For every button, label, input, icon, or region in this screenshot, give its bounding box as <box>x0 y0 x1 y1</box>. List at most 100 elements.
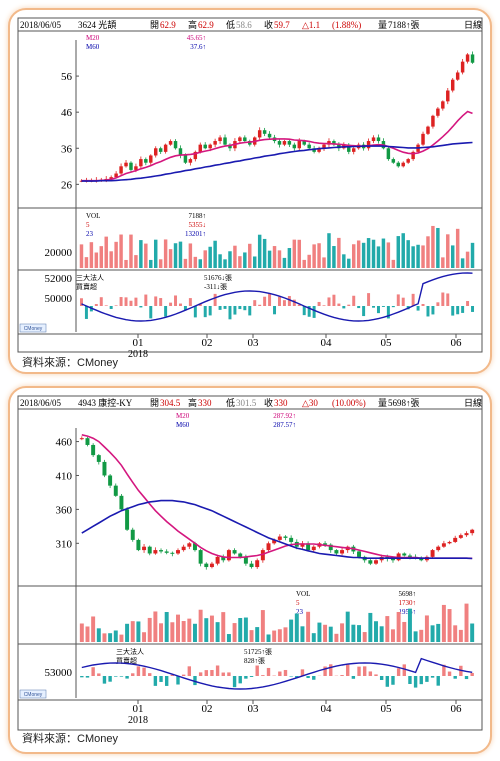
candle-body <box>170 552 175 554</box>
candle-body <box>283 536 288 538</box>
candle-body <box>176 550 180 554</box>
inst-bar <box>376 306 380 314</box>
candle-body <box>455 72 460 80</box>
inst-bar <box>413 676 418 688</box>
vol-legend-name: 23 <box>296 608 304 616</box>
header-volume: 5698↑張 <box>388 398 420 408</box>
inst-bar <box>84 306 88 319</box>
candle-body <box>266 543 271 551</box>
inst-bar <box>300 669 305 676</box>
header-close: 59.7 <box>274 20 290 30</box>
inst-bar <box>323 666 327 676</box>
volume-bar <box>187 618 192 642</box>
volume-bar <box>431 225 435 268</box>
volume-bar <box>85 626 90 642</box>
volume-bar <box>243 252 247 268</box>
candle-body <box>223 137 227 145</box>
inst-bar <box>142 667 146 676</box>
inst-bar <box>187 666 192 676</box>
candle-body <box>306 543 311 551</box>
volume-bar <box>322 257 326 268</box>
inst-bar <box>223 306 227 309</box>
volume-bar <box>402 621 407 642</box>
inst-bar <box>436 302 440 306</box>
candle-body <box>96 455 101 462</box>
volume-bar <box>125 623 130 642</box>
volume-bar <box>390 629 395 642</box>
candle-body <box>204 563 209 568</box>
candle-body <box>267 133 272 138</box>
header-high-label: 高 <box>188 19 197 30</box>
candle-body <box>213 141 217 145</box>
volume-bar <box>277 629 282 642</box>
candle-body <box>114 173 118 178</box>
volume-bar <box>391 259 396 268</box>
inst-bar <box>109 306 113 309</box>
candle-body <box>340 550 345 554</box>
volume-bar <box>102 633 107 642</box>
candle-body <box>453 537 458 542</box>
cmoney-logo <box>19 689 47 699</box>
inst-bar <box>181 674 186 676</box>
volume-bar <box>142 632 147 642</box>
inst-bar <box>385 676 390 687</box>
candle-body <box>238 137 242 142</box>
inst-bar <box>193 306 197 318</box>
inst-bar <box>85 676 90 678</box>
inst-legend-label: 三大法人 <box>76 273 104 282</box>
candle-body <box>102 461 107 476</box>
inst-bar <box>282 300 286 306</box>
ma-legend-name: M20 <box>176 412 190 420</box>
inst-bar <box>136 666 141 676</box>
candle-body <box>163 144 168 152</box>
x-tick-label: 04 <box>321 703 333 715</box>
volume-bar <box>453 625 458 642</box>
inst-bar <box>215 665 220 676</box>
volume-bar <box>168 249 173 268</box>
inst-bar <box>80 676 84 678</box>
candle-body <box>347 144 351 152</box>
candle-body <box>419 558 424 561</box>
volume-bar <box>361 242 366 268</box>
volume-bar <box>255 627 260 642</box>
inst-bar <box>255 665 259 676</box>
inst-tick-label: 50000 <box>45 293 73 305</box>
header-close-label: 收 <box>264 19 273 30</box>
volume-bar <box>470 623 475 642</box>
candle-body <box>130 529 135 540</box>
candle-body <box>119 166 123 174</box>
volume-bar <box>153 611 158 642</box>
candle-body <box>402 553 407 556</box>
candle-body <box>158 148 163 152</box>
inst-line <box>81 657 473 690</box>
inst-bar <box>352 295 356 306</box>
candle-body <box>124 162 128 167</box>
candle-body <box>109 177 113 179</box>
candle-body <box>228 144 232 149</box>
volume-bar <box>287 248 292 268</box>
candle-body <box>243 556 248 564</box>
volume-bar <box>302 259 306 268</box>
volume-bar <box>260 610 265 642</box>
inst-bar <box>426 306 430 317</box>
volume-bar <box>147 617 152 642</box>
header-change: △1.1 <box>302 20 320 30</box>
inst-bar <box>346 664 350 676</box>
volume-bar <box>300 626 305 642</box>
ma-legend-value: 37.6↑ <box>190 43 206 51</box>
m60-line <box>81 499 473 560</box>
inst-bar <box>213 293 217 306</box>
volume-bar <box>163 239 168 268</box>
volume-bar <box>221 612 226 642</box>
volume-bar <box>306 611 311 642</box>
volume-bar <box>311 633 316 642</box>
header-high: 62.9 <box>198 20 214 30</box>
inst-bar <box>159 676 163 682</box>
volume-bar <box>267 250 272 268</box>
inst-bar <box>368 671 373 676</box>
volume-bar <box>257 234 262 268</box>
candle-body <box>159 550 164 552</box>
inst-bar <box>134 297 138 306</box>
x-year-label: 2018 <box>128 715 148 726</box>
vol-legend-value: 1730↑ <box>399 599 417 607</box>
